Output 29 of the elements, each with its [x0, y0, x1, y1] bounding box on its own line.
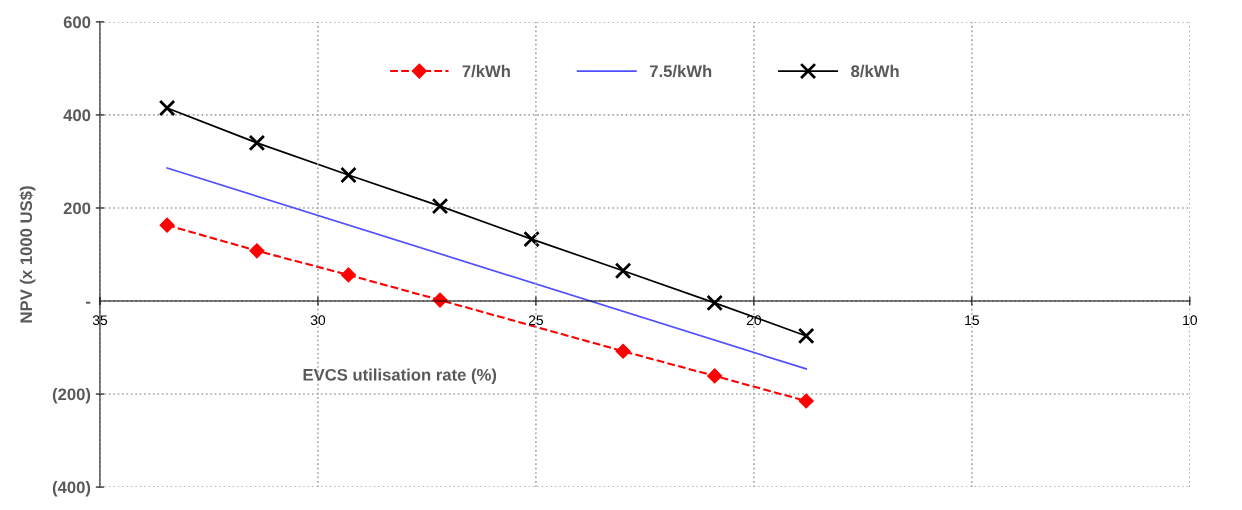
- legend-label: 7/kWh: [462, 64, 510, 78]
- x-tick-label: 30: [310, 315, 326, 326]
- legend-label: 7.5/kWh: [649, 64, 712, 78]
- x-axis-title: EVCS utilisation rate (%): [303, 368, 497, 384]
- point: [523, 230, 540, 248]
- point: [707, 368, 723, 384]
- point: [340, 166, 357, 184]
- point: [614, 262, 632, 280]
- y-tick-label: -: [86, 301, 91, 304]
- legend-label: 8/kWh: [851, 64, 899, 78]
- y-tick-label: (400): [52, 481, 91, 497]
- y-tick-label: 400: [63, 109, 91, 122]
- x-tick-label: 15: [965, 315, 980, 326]
- y-tick-label: 600: [63, 16, 91, 29]
- point: [159, 217, 175, 233]
- point: [340, 267, 357, 283]
- y-tick-label: (200): [52, 387, 91, 404]
- point: [797, 327, 815, 345]
- point: [615, 343, 631, 359]
- point: [248, 134, 266, 152]
- point: [158, 99, 176, 117]
- y-tick-label: 200: [63, 202, 91, 215]
- point: [798, 393, 814, 409]
- point: [249, 243, 265, 259]
- y-axis-title: NPV (x 1000 US$): [19, 186, 36, 323]
- point: [431, 197, 449, 215]
- x-tick-label: 25: [528, 315, 544, 326]
- point: [706, 294, 723, 312]
- x-tick-label: 10: [1183, 315, 1198, 326]
